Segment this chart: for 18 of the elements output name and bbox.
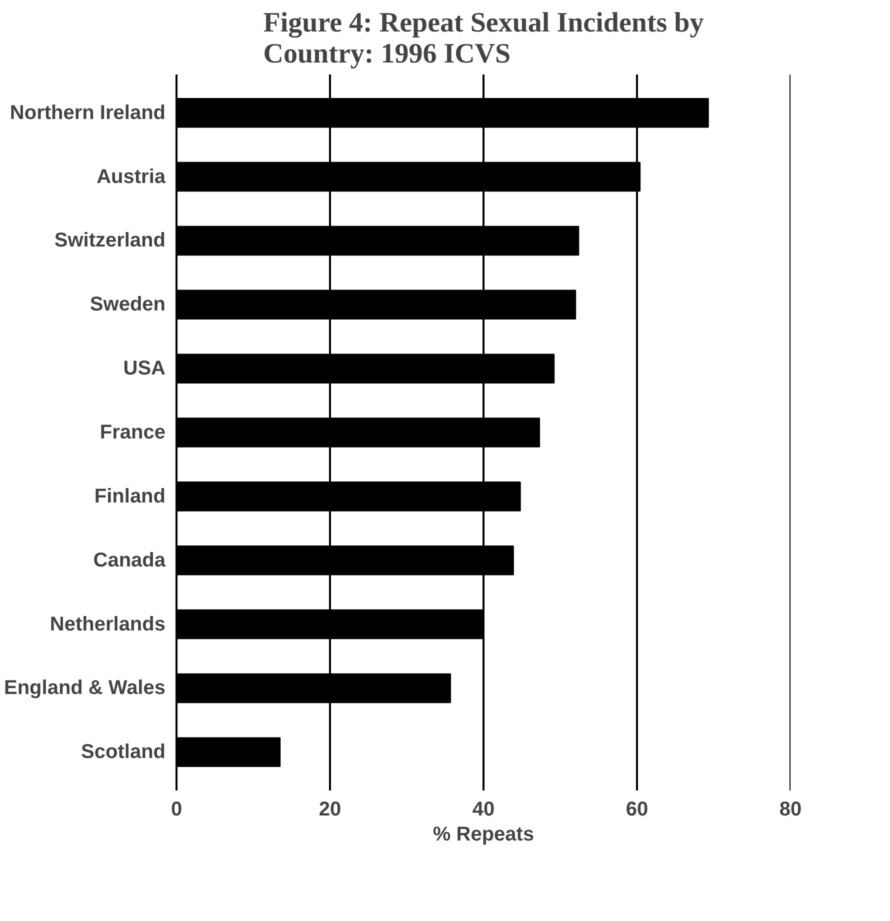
y-tick-label: Netherlands [50, 613, 166, 636]
y-tick-label: France [100, 422, 166, 444]
y-tick-label: USA [123, 358, 166, 380]
y-tick-label: Switzerland [54, 230, 166, 252]
y-tick-label: Canada [93, 549, 166, 572]
x-tick-label: 40 [472, 798, 495, 820]
x-tick-label: 80 [779, 798, 802, 820]
x-tick-label: 0 [170, 798, 182, 820]
y-tick-label: Austria [96, 166, 166, 188]
y-tick-label: Northern Ireland [10, 102, 166, 124]
y-tick-label: Finland [94, 485, 166, 508]
y-tick-label: Scotland [81, 741, 166, 764]
y-tick-label: England & Wales [4, 677, 166, 700]
chart-title: Figure 4: Repeat Sexual Incidents by Country: 1996 ICVS [263, 8, 704, 70]
y-tick-label: Sweden [90, 294, 166, 316]
x-tick-label: 60 [626, 798, 648, 820]
x-tick-label: 20 [318, 798, 342, 820]
x-axis-title: % Repeats [432, 824, 534, 846]
